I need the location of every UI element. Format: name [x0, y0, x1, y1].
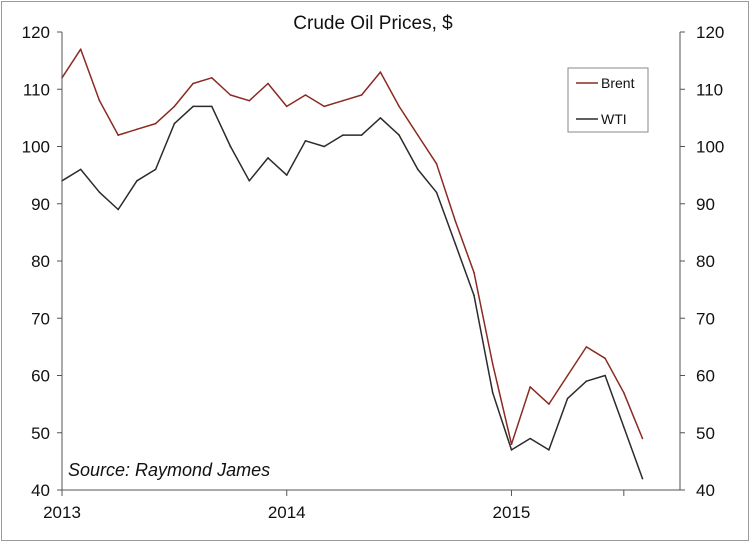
data-point-wti — [510, 449, 513, 451]
data-point-brent — [173, 105, 176, 108]
data-point-brent — [79, 48, 82, 50]
legend-box — [567, 67, 649, 133]
data-point-wti — [267, 157, 269, 159]
data-point-brent — [548, 403, 550, 405]
data-point-brent — [248, 99, 251, 102]
data-point-wti — [360, 134, 363, 136]
data-point-brent — [585, 346, 588, 348]
data-point-wti — [398, 134, 400, 136]
data-point-wti — [117, 208, 119, 211]
data-point-brent — [360, 94, 363, 96]
left-y-tick-label: 110 — [23, 80, 50, 99]
series-line-brent — [61, 48, 644, 445]
legend-label-wti: WTI — [601, 111, 627, 127]
data-point-brent — [192, 82, 194, 85]
data-point-brent — [98, 99, 101, 102]
data-point-wti — [417, 168, 419, 171]
left-y-ticks: 40 50 60 70 80 90 100 110 120 — [22, 23, 62, 500]
data-point-wti — [491, 391, 494, 394]
data-point-brent — [285, 105, 288, 108]
data-point-brent — [342, 99, 344, 102]
data-point-brent — [417, 134, 419, 136]
right-y-tick-label: 100 — [696, 138, 724, 157]
data-point-wti — [435, 191, 438, 194]
data-point-brent — [510, 443, 513, 446]
data-point-brent — [398, 105, 400, 108]
data-point-wti — [79, 168, 82, 171]
data-point-wti — [585, 380, 588, 383]
right-y-tick-label: 120 — [696, 23, 724, 42]
data-point-wti — [548, 449, 550, 451]
data-point-brent — [454, 220, 457, 222]
data-point-wti — [473, 294, 475, 297]
data-point-wti — [641, 477, 644, 480]
right-y-tick-label: 80 — [696, 252, 715, 271]
left-y-tick-label: 80 — [31, 252, 50, 271]
series-line-wti — [61, 105, 644, 479]
data-point-wti — [323, 145, 326, 148]
legend-label-brent: Brent — [601, 75, 635, 91]
data-point-brent — [623, 391, 625, 394]
data-point-brent — [473, 271, 475, 274]
data-point-brent — [491, 363, 494, 365]
data-point-brent — [529, 386, 531, 388]
data-point-brent — [117, 134, 119, 136]
data-point-brent — [304, 94, 307, 96]
data-point-brent — [323, 105, 326, 108]
source-annotation: Source: Raymond James — [68, 460, 270, 480]
data-point-wti — [154, 168, 157, 171]
data-point-brent — [154, 122, 157, 125]
data-point-wti — [454, 243, 457, 245]
data-point-wti — [304, 140, 307, 142]
right-y-tick-label: 70 — [696, 309, 715, 328]
x-tick-label: 2015 — [493, 503, 531, 522]
data-point-wti — [342, 134, 344, 136]
data-point-brent — [229, 94, 232, 96]
left-y-tick-label: 90 — [31, 195, 50, 214]
data-point-wti — [566, 397, 569, 400]
right-y-tick-label: 40 — [696, 481, 715, 500]
data-point-wti — [623, 426, 625, 428]
data-point-brent — [641, 437, 644, 440]
right-y-tick-label: 60 — [696, 367, 715, 386]
chart-title: Crude Oil Prices, $ — [293, 13, 453, 34]
data-point-brent — [379, 71, 382, 73]
data-point-brent — [435, 162, 438, 165]
x-tick-label: 2013 — [43, 503, 81, 522]
data-point-wti — [379, 117, 382, 119]
data-point-wti — [98, 191, 101, 194]
left-y-tick-label: 120 — [22, 23, 50, 42]
data-point-wti — [285, 174, 288, 176]
left-y-tick-label: 100 — [22, 138, 50, 157]
data-point-wti — [248, 180, 251, 182]
data-point-brent — [604, 357, 606, 360]
left-y-tick-label: 50 — [31, 424, 50, 443]
right-y-tick-label: 110 — [696, 80, 723, 99]
legend: Brent WTI — [567, 67, 649, 133]
data-point-wti — [136, 180, 138, 182]
data-point-brent — [267, 82, 269, 85]
data-point-wti — [604, 374, 606, 377]
data-point-wti — [529, 437, 531, 440]
left-y-tick-label: 60 — [31, 367, 50, 386]
x-tick-label: 2014 — [268, 503, 306, 522]
data-point-brent — [136, 128, 138, 131]
data-point-wti — [211, 105, 213, 108]
data-point-brent — [566, 374, 569, 377]
data-point-wti — [192, 105, 194, 108]
data-point-wti — [173, 122, 176, 125]
x-ticks: 2013 2014 2015 — [43, 490, 625, 522]
right-y-ticks: 40 50 60 70 80 90 100 110 120 — [680, 23, 724, 500]
left-y-tick-label: 40 — [31, 481, 50, 500]
left-y-tick-label: 70 — [31, 309, 50, 328]
right-y-tick-label: 50 — [696, 424, 715, 443]
data-point-brent — [211, 77, 213, 79]
right-y-tick-label: 90 — [696, 195, 715, 214]
series-layer — [61, 48, 644, 480]
data-point-wti — [229, 145, 232, 148]
